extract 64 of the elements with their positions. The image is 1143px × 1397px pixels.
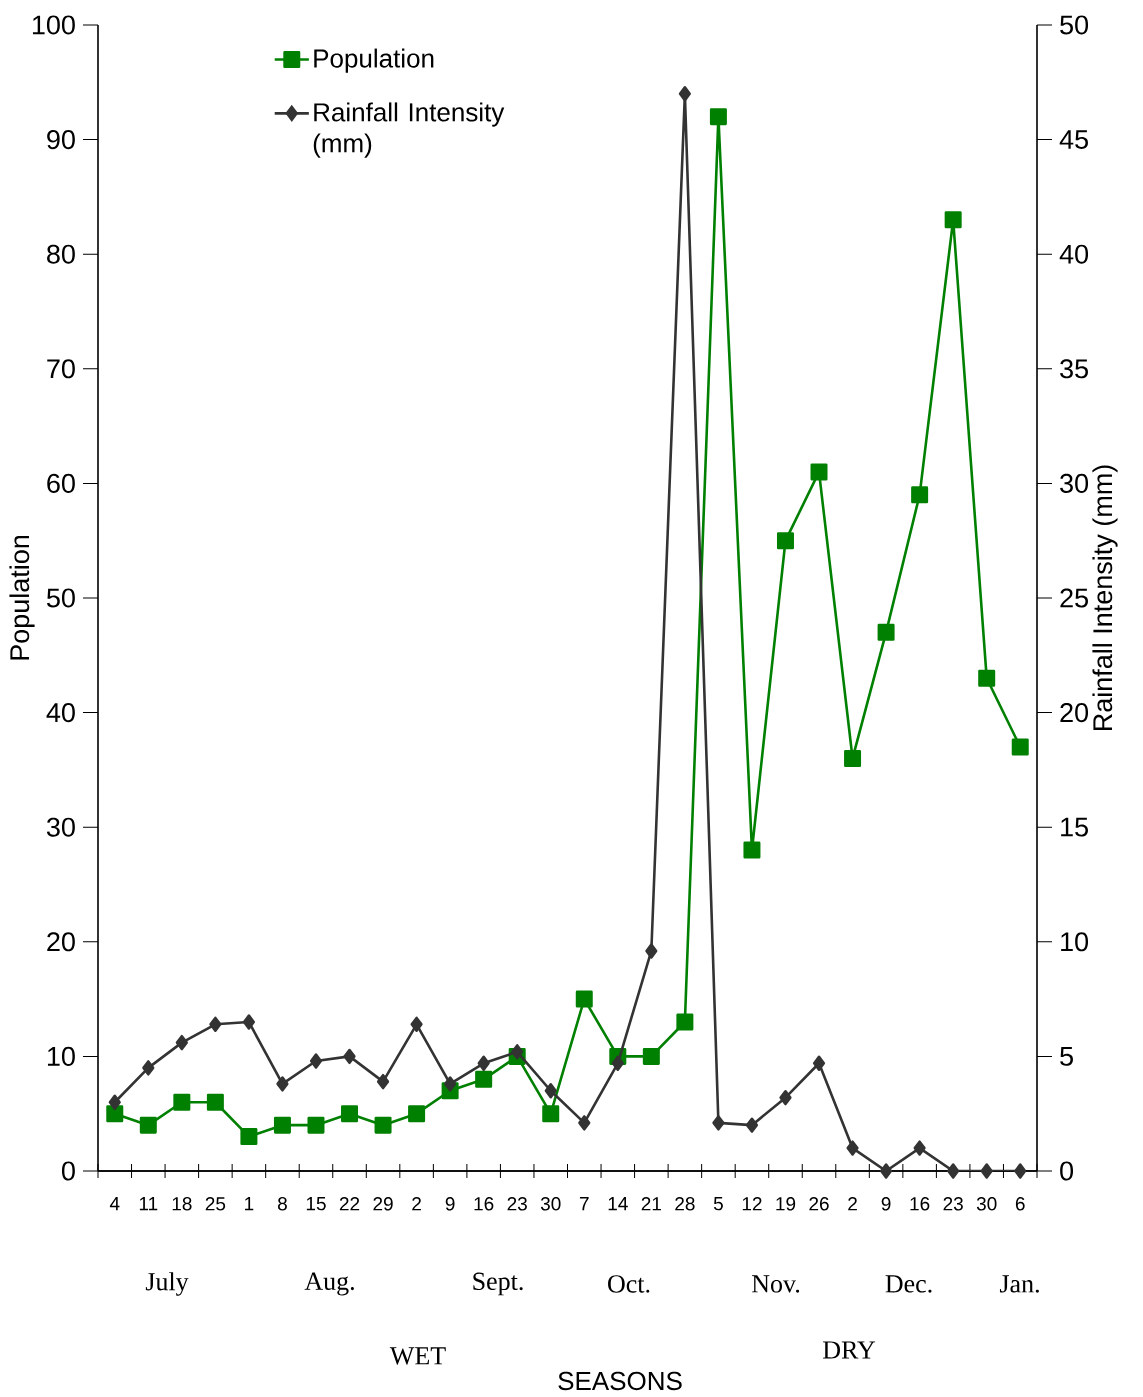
x-tick-label: 8: [277, 1197, 287, 1211]
text: Sept.: [473, 1272, 523, 1296]
x-tick-label: 29: [373, 1197, 393, 1211]
y2-tick-label: 10: [1061, 932, 1089, 952]
x-tick-label: 9: [881, 1197, 891, 1211]
y-tick-label: 100: [32, 15, 75, 35]
x-tick-label: 25: [205, 1197, 226, 1211]
y-tick-label: 90: [47, 130, 75, 150]
x-tick-label: 16: [474, 1197, 494, 1211]
x-tick-label: 11: [139, 1197, 158, 1211]
y-tick-label: 60: [47, 473, 75, 493]
x-tick-label: 30: [540, 1197, 561, 1211]
x-tick-label: 4: [109, 1197, 120, 1211]
text: DRY: [823, 1341, 876, 1359]
y-tick-label: 50: [46, 588, 75, 608]
y2-tick-label: 20: [1060, 703, 1089, 723]
x-tick-label: 7: [579, 1197, 589, 1211]
y-tick-label: 10: [47, 1046, 75, 1066]
legend-label: Rainfall Intensity (mm): [313, 102, 505, 158]
x-tick-label: 1: [245, 1197, 254, 1211]
text: Aug.: [304, 1272, 354, 1296]
y2-tick-label: 30: [1060, 473, 1089, 493]
x-tick-label: 2: [412, 1197, 421, 1211]
text: Jan.: [999, 1275, 1039, 1293]
y2-axis-title: Rainfall Intensity (mm): [1092, 465, 1118, 731]
y2-tick-label: 40: [1059, 244, 1089, 264]
x-tick-label: 5: [713, 1197, 723, 1211]
y2-tick-label: 15: [1061, 817, 1088, 837]
x-tick-label: 23: [943, 1197, 963, 1211]
x-tick-label: 19: [776, 1197, 796, 1211]
text: July: [145, 1272, 189, 1296]
legend-label: Population: [314, 48, 434, 73]
y2-tick-label: 35: [1060, 359, 1088, 379]
x-tick-label: 12: [742, 1197, 762, 1211]
x-tick-label: 21: [641, 1197, 661, 1211]
text: Dec.: [885, 1275, 932, 1293]
y-tick-label: 80: [47, 244, 75, 264]
x-tick-label: 9: [445, 1197, 455, 1211]
x-tick-label: 26: [809, 1197, 829, 1211]
y-axis-title: Population: [9, 535, 35, 660]
y2-tick-label: 5: [1060, 1046, 1073, 1066]
y-tick-label: 0: [61, 1161, 75, 1181]
y-tick-label: 70: [47, 359, 75, 379]
x-tick-label: 28: [675, 1197, 695, 1211]
text: Nov.: [751, 1275, 800, 1293]
x-tick-label: 18: [172, 1197, 192, 1211]
x-tick-label: 15: [306, 1197, 326, 1211]
y2-tick-label: 25: [1060, 588, 1088, 608]
y-tick-label: 40: [46, 703, 75, 723]
y-tick-label: 20: [47, 932, 75, 952]
text: SEASONS: [558, 1371, 682, 1391]
x-tick-label: 16: [910, 1197, 930, 1211]
x-tick-label: 14: [608, 1197, 628, 1211]
y-tick-label: 30: [46, 817, 75, 837]
y2-tick-label: 0: [1060, 1161, 1074, 1181]
y2-tick-label: 50: [1060, 15, 1089, 35]
x-tick-label: 2: [848, 1197, 857, 1211]
text: WET: [389, 1347, 446, 1365]
x-tick-label: 22: [339, 1197, 360, 1211]
x-tick-label: 6: [1015, 1197, 1025, 1211]
y2-tick-label: 45: [1059, 130, 1088, 149]
x-tick-label: 30: [976, 1197, 997, 1211]
text: Oct.: [608, 1275, 650, 1293]
x-tick-label: 23: [507, 1197, 527, 1211]
